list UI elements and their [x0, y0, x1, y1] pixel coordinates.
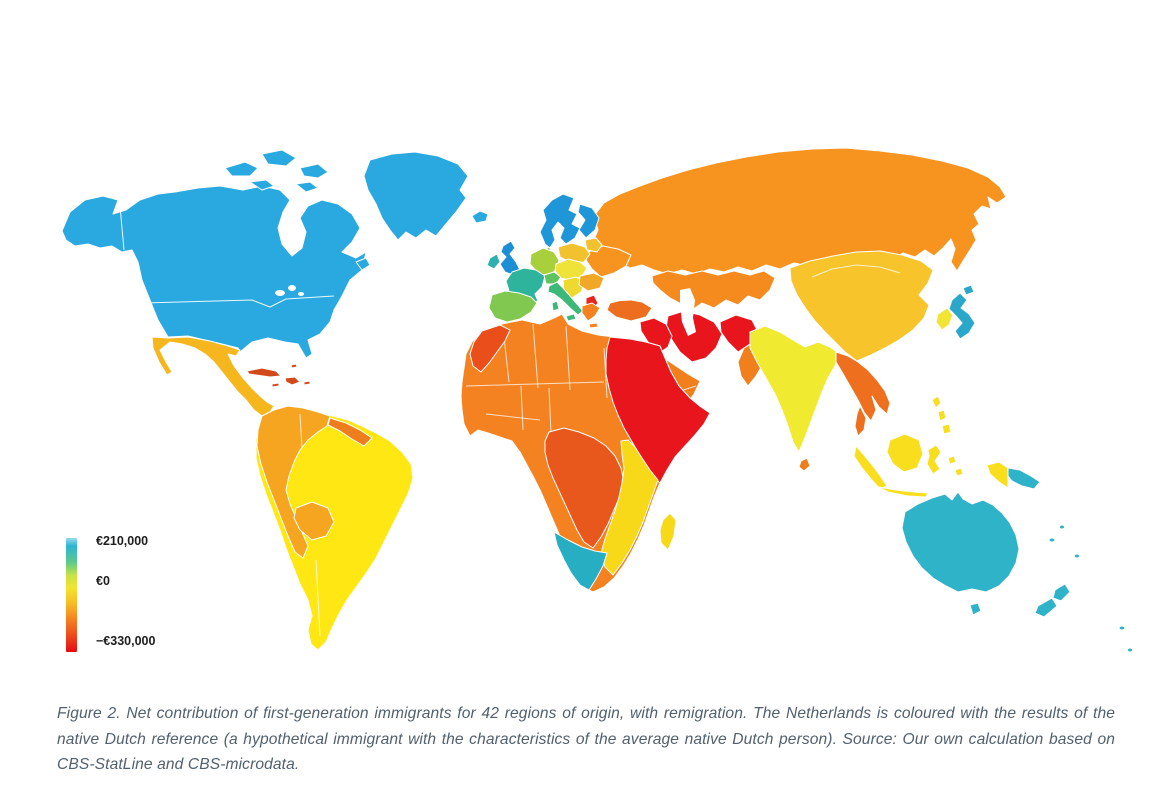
region-finland	[577, 203, 600, 239]
region-ukraine-belarus	[585, 245, 632, 278]
region-turkey	[606, 298, 653, 322]
region-central-africa	[544, 427, 625, 549]
region-russia	[591, 147, 1007, 275]
region-pacific-islands	[1048, 524, 1133, 653]
region-east-africa	[600, 439, 659, 576]
legend-zero-label: €0	[96, 574, 110, 588]
region-se-asia	[835, 351, 891, 422]
region-australia	[901, 491, 1020, 593]
region-guianas	[327, 417, 373, 447]
region-japan	[948, 292, 976, 340]
legend-min-label: −€330,000	[96, 634, 156, 648]
region-north-america	[61, 185, 367, 359]
region-southern-africa	[553, 531, 608, 591]
region-romania	[578, 272, 605, 292]
sahara-internal-borders	[465, 323, 608, 435]
region-malay-peninsula	[854, 405, 867, 437]
region-iraq-levant	[639, 317, 673, 355]
legend-max-label: €210,000	[96, 534, 149, 548]
region-greece-crete	[588, 322, 599, 329]
alaska-canada-border	[119, 205, 125, 251]
great-lakes	[275, 285, 304, 296]
black-sea	[600, 288, 648, 301]
region-japan-hokkaido	[962, 284, 975, 296]
region-arctic-islands	[224, 149, 329, 193]
region-korea	[935, 307, 954, 331]
color-legend: €210,000 €0 −€330,000	[62, 534, 232, 658]
region-morocco	[469, 324, 511, 373]
region-mexico-central-america	[151, 336, 275, 417]
region-ireland	[486, 253, 501, 270]
region-alpine	[543, 271, 562, 285]
region-madagascar	[659, 512, 677, 551]
region-iran	[665, 310, 723, 363]
region-greenland	[363, 151, 469, 241]
region-italy-sardinia	[551, 300, 560, 312]
region-new-zealand	[1034, 583, 1071, 618]
region-andes	[256, 405, 331, 559]
region-iceland	[471, 210, 489, 224]
region-northeast-africa	[605, 336, 711, 484]
region-poland	[557, 242, 591, 264]
region-philippines	[931, 395, 952, 435]
region-baltics	[584, 237, 603, 253]
region-andes-bolivia	[293, 501, 335, 541]
region-tasmania	[969, 602, 982, 616]
legend-gradient-bar	[66, 538, 77, 652]
region-italy	[547, 281, 584, 316]
region-sri-lanka	[798, 457, 811, 472]
region-iberia	[488, 290, 538, 323]
china-mongolia-border	[811, 264, 901, 278]
figure-caption: Figure 2. Net contribution of first-gene…	[57, 705, 1115, 773]
region-caribbean	[246, 363, 311, 388]
region-india	[749, 325, 841, 453]
region-china-mongolia	[789, 250, 934, 362]
region-indonesia	[853, 433, 964, 498]
region-brazil-argentina	[255, 405, 414, 651]
region-papua-new-guinea	[1007, 467, 1041, 490]
us-canada-border	[142, 295, 335, 308]
region-scandinavia	[539, 193, 581, 249]
region-greece	[581, 302, 601, 322]
south-america-internal-borders	[299, 413, 321, 637]
region-italy-sicily	[565, 313, 577, 322]
region-newfoundland	[355, 257, 371, 271]
region-west-new-guinea	[986, 461, 1009, 489]
region-central-asia	[651, 270, 776, 311]
caspian-sea	[680, 288, 696, 336]
